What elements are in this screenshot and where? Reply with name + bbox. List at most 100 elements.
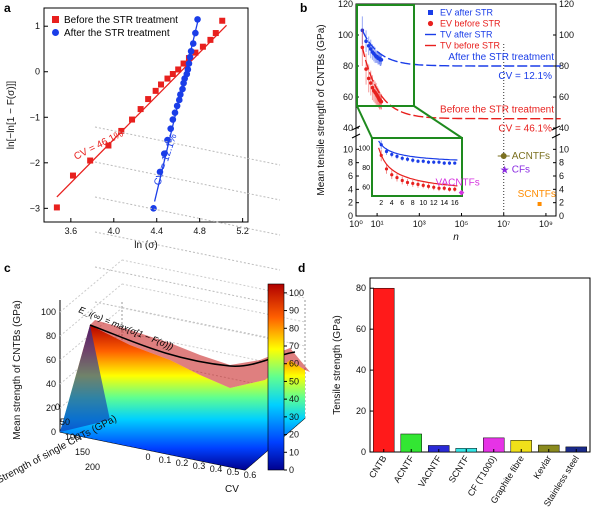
inset-x-tick: 10 xyxy=(419,200,427,207)
y-tick-label: 100 xyxy=(65,432,80,442)
ev-point xyxy=(360,45,365,50)
y-tick-label: 60 xyxy=(356,324,366,334)
y-tick-label: 4 xyxy=(348,184,353,194)
axis-break xyxy=(551,133,561,139)
grid-line xyxy=(94,301,281,341)
surface-front xyxy=(60,325,305,470)
tv-curve xyxy=(361,47,561,120)
inset-tv-curve xyxy=(378,147,458,187)
inset-ev-point xyxy=(416,159,420,163)
data-point-square xyxy=(69,172,76,179)
grid-line xyxy=(94,231,281,271)
data-point-square xyxy=(137,106,144,113)
data-point-square xyxy=(199,43,206,50)
y-tick-label: 2 xyxy=(348,198,353,208)
x-tick-label: 0.5 xyxy=(227,467,240,477)
y-tick-label: −3 xyxy=(30,203,40,213)
legend-label: Before the STR treatment xyxy=(64,15,178,26)
annotation-point: ★ xyxy=(500,164,510,176)
legend-marker xyxy=(427,20,434,27)
cv-label: CV = 12.1% xyxy=(152,132,179,187)
ev-point xyxy=(364,67,368,71)
ev-point xyxy=(366,76,371,81)
inset-ev-point xyxy=(453,161,457,165)
z-tick-label: 20 xyxy=(46,403,56,413)
y-tick-label: 10 xyxy=(343,144,353,154)
data-point-square xyxy=(118,127,125,134)
annotation-label: ACNTFs xyxy=(512,151,550,162)
curve-label: Before the STR treatment xyxy=(440,105,554,116)
z-axis-label: Mean strength of CNTBs (GPa) xyxy=(12,300,23,440)
data-point-square xyxy=(180,60,187,67)
inset-ev-point xyxy=(400,178,404,183)
data-point-circle xyxy=(160,150,168,158)
x-tick-label: 3.6 xyxy=(65,226,78,236)
inset-ev-point xyxy=(421,183,425,187)
inset-ev-point xyxy=(421,159,425,163)
y-tick-label: 40 xyxy=(559,123,569,133)
grid-line xyxy=(121,259,306,299)
cv-label: CV = 46.1% xyxy=(498,124,552,135)
inset-ev-point xyxy=(390,152,394,157)
legend-marker xyxy=(428,10,433,15)
cv-label: CV = 12.1% xyxy=(498,71,552,82)
inset-ev-point xyxy=(447,187,452,191)
legend-label: TV after STR xyxy=(440,30,493,40)
inset-ev-point xyxy=(405,180,410,185)
data-point-circle xyxy=(187,47,195,55)
y-tick-label: 6 xyxy=(348,171,353,181)
x-tick-label: 0.2 xyxy=(176,458,189,468)
ev-point xyxy=(366,44,371,48)
data-point-square xyxy=(129,116,136,123)
y-tick-label: 8 xyxy=(348,158,353,168)
inset-ev-point xyxy=(379,143,383,147)
grid-line xyxy=(94,126,281,166)
inset-ev-point xyxy=(411,181,415,186)
y-tick-label: 0 xyxy=(35,67,40,77)
x-tick-label: 10¹ xyxy=(371,219,384,229)
data-point-circle xyxy=(156,168,164,176)
ev-point xyxy=(370,85,375,90)
x-tick-label: 0 xyxy=(145,452,150,462)
inset-ev-point xyxy=(405,157,410,161)
inset-ev-point xyxy=(432,160,436,164)
x-axis-label: ln (σ) xyxy=(134,240,157,251)
colorbar-tick-label: 70 xyxy=(289,341,299,351)
inset-ev-point xyxy=(390,173,394,177)
y-tick-label: 10 xyxy=(559,144,569,154)
y-tick-label: 4 xyxy=(559,184,564,194)
colorbar-tick-label: 50 xyxy=(289,376,299,386)
x-tick-label: 0.6 xyxy=(244,470,257,480)
y-tick-label: 60 xyxy=(559,92,569,102)
inset-ev-point xyxy=(379,153,383,157)
inset-ev-point xyxy=(426,160,431,164)
plot-frame xyxy=(43,7,249,223)
x-tick-label: CNTB xyxy=(367,454,388,480)
legend-label: EV before STR xyxy=(440,19,501,29)
panel-a-weibull-plot: 3.6 4.0 4.4 4.8 5.2 −3 −2 −1 0 1 ln (σ) ln[−ln[1 − … xyxy=(6,7,249,251)
x-tick-label: Kevlar xyxy=(531,454,553,481)
inset-ev-point xyxy=(411,158,415,162)
z-tick-label: 40 xyxy=(46,379,56,389)
grid-line xyxy=(59,259,123,313)
inset-ev-point xyxy=(416,182,420,186)
y-tick-label: 80 xyxy=(559,61,569,71)
data-point-circle xyxy=(194,16,201,23)
annotation-label: VACNTFs xyxy=(436,178,480,189)
data-point-square xyxy=(169,71,176,78)
z-tick-label: 100 xyxy=(41,307,56,317)
x-tick-label: 10⁹ xyxy=(539,219,553,229)
x-tick-label: SCNTF xyxy=(447,453,472,484)
z-tick-label: 60 xyxy=(46,355,56,365)
inset-ev-point xyxy=(395,154,399,158)
annotation-label: CFs xyxy=(512,164,530,175)
data-point-square xyxy=(192,49,199,56)
x-tick-label: 0.4 xyxy=(210,464,223,474)
data-point-square xyxy=(87,157,94,164)
panel-letter-d: d xyxy=(298,261,305,275)
legend-label: TV before STR xyxy=(440,41,501,51)
y-tick-label: 150 xyxy=(75,447,90,457)
panel-letter-c: c xyxy=(4,261,11,275)
